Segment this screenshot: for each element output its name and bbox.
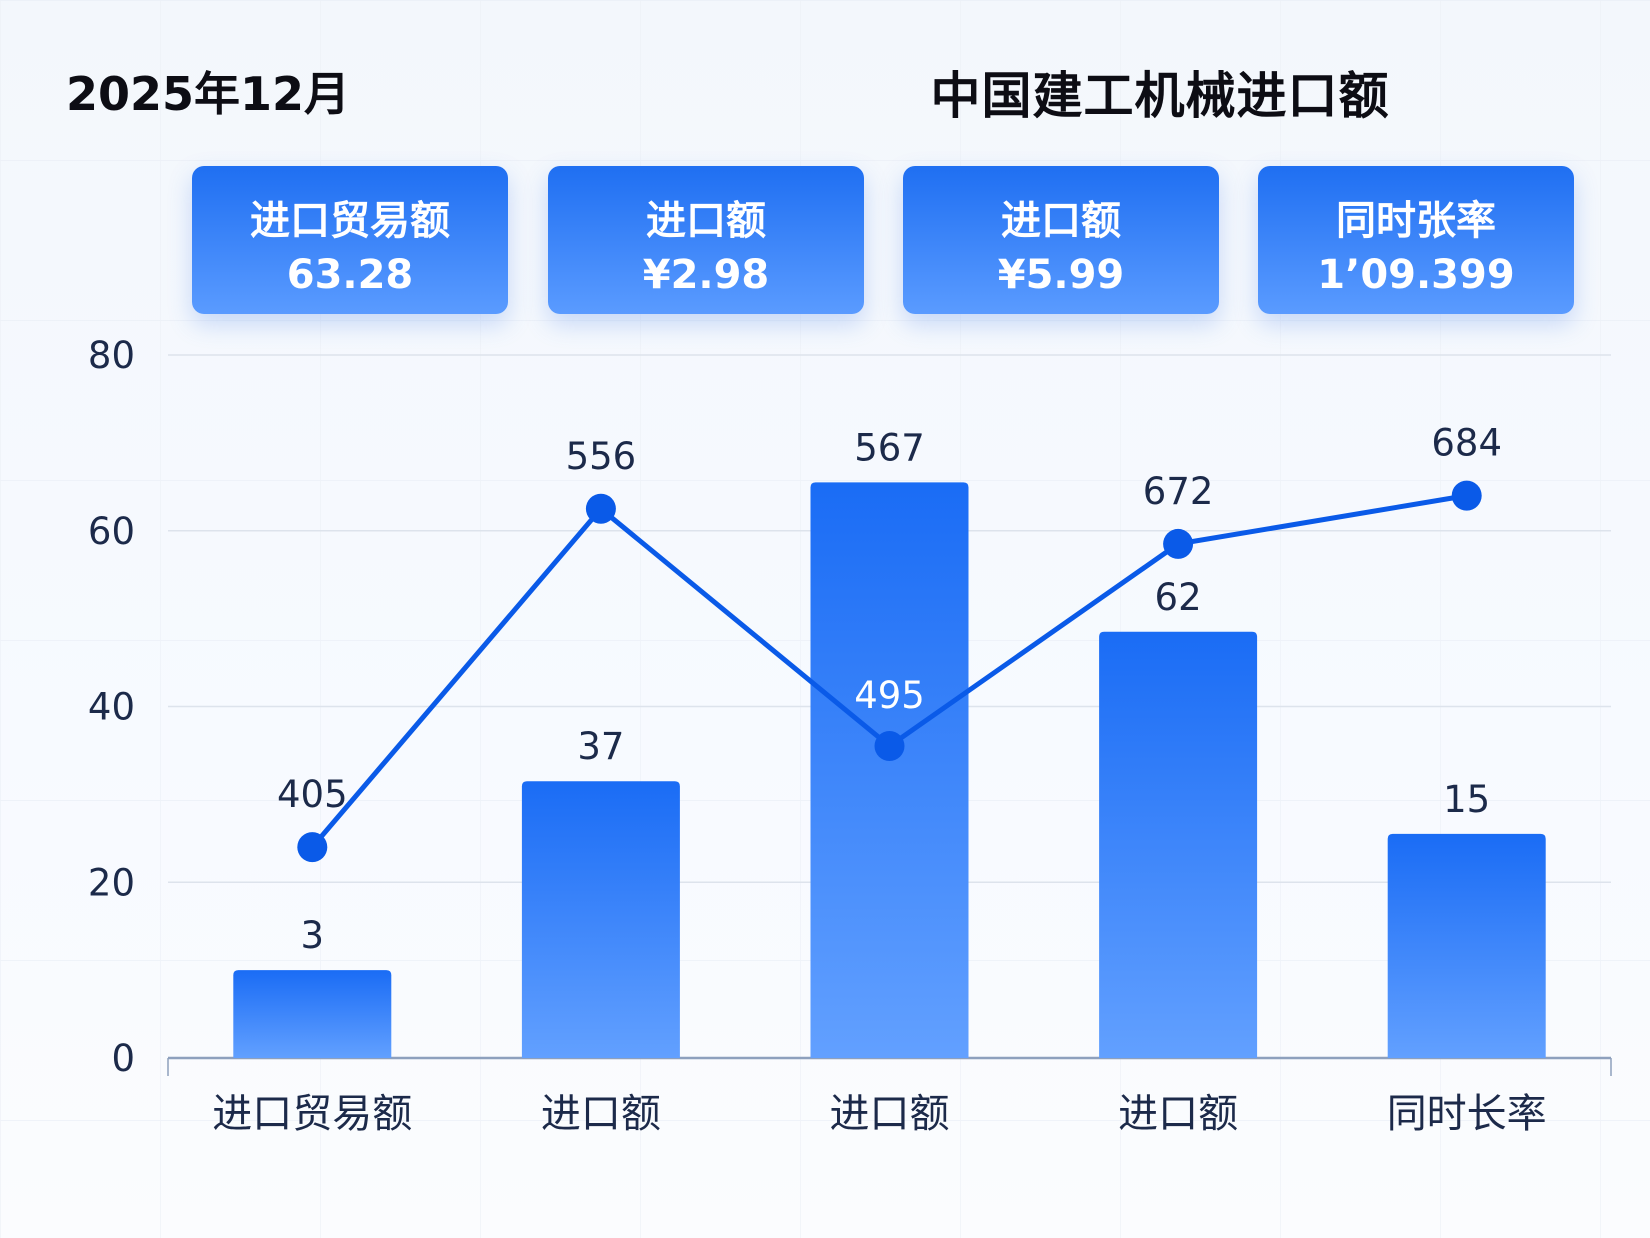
date-label: 2025年12月 xyxy=(66,67,351,121)
bar-value-label: 62 xyxy=(1155,576,1202,619)
y-tick-label: 80 xyxy=(88,334,135,377)
line-point xyxy=(1163,528,1194,559)
x-category-label: 进口额 xyxy=(830,1091,950,1137)
bar xyxy=(1099,631,1258,1058)
x-category-label: 同时长率 xyxy=(1387,1091,1547,1137)
chart-title: 中国建工机械进口额 xyxy=(930,67,1390,125)
line-point xyxy=(297,832,328,863)
line-point xyxy=(874,731,905,762)
line-value-label: 495 xyxy=(854,674,925,717)
kpi-value: 1’09.399 xyxy=(1317,252,1515,298)
line-point xyxy=(1451,480,1482,511)
kpi-card-1: 进口贸易额 63.28 xyxy=(192,166,508,314)
x-category-label: 进口贸易额 xyxy=(212,1091,412,1137)
kpi-label: 进口额 xyxy=(646,198,766,244)
line-value-label: 684 xyxy=(1431,422,1502,465)
bar-value-label: 567 xyxy=(854,426,925,469)
y-tick-label: 0 xyxy=(111,1037,135,1080)
kpi-label: 同时张率 xyxy=(1336,198,1496,244)
line-value-label: 405 xyxy=(277,773,348,816)
bar xyxy=(1387,833,1546,1058)
kpi-label: 进口额 xyxy=(1001,198,1121,244)
kpi-value: ¥2.98 xyxy=(642,252,770,298)
y-tick-label: 60 xyxy=(88,510,135,553)
x-category-label: 进口额 xyxy=(1118,1091,1238,1137)
bar xyxy=(521,781,680,1058)
bar xyxy=(233,970,392,1058)
y-tick-label: 40 xyxy=(88,686,135,729)
y-tick-label: 20 xyxy=(88,861,135,904)
line-value-label: 672 xyxy=(1143,470,1214,513)
bar-value-label: 3 xyxy=(301,914,325,957)
kpi-card-4: 同时张率 1’09.399 xyxy=(1258,166,1574,314)
line-point xyxy=(585,493,616,524)
kpi-card-3: 进口额 ¥5.99 xyxy=(903,166,1219,314)
kpi-label: 进口贸易额 xyxy=(250,198,450,244)
kpi-value: 63.28 xyxy=(286,252,414,298)
kpi-value: ¥5.99 xyxy=(997,252,1125,298)
x-category-label: 进口额 xyxy=(541,1091,661,1137)
bar-value-label: 15 xyxy=(1443,778,1490,821)
line-value-label: 556 xyxy=(566,435,637,478)
kpi-card-2: 进口额 ¥2.98 xyxy=(548,166,864,314)
bar-value-label: 37 xyxy=(577,725,624,768)
bar xyxy=(810,482,969,1058)
